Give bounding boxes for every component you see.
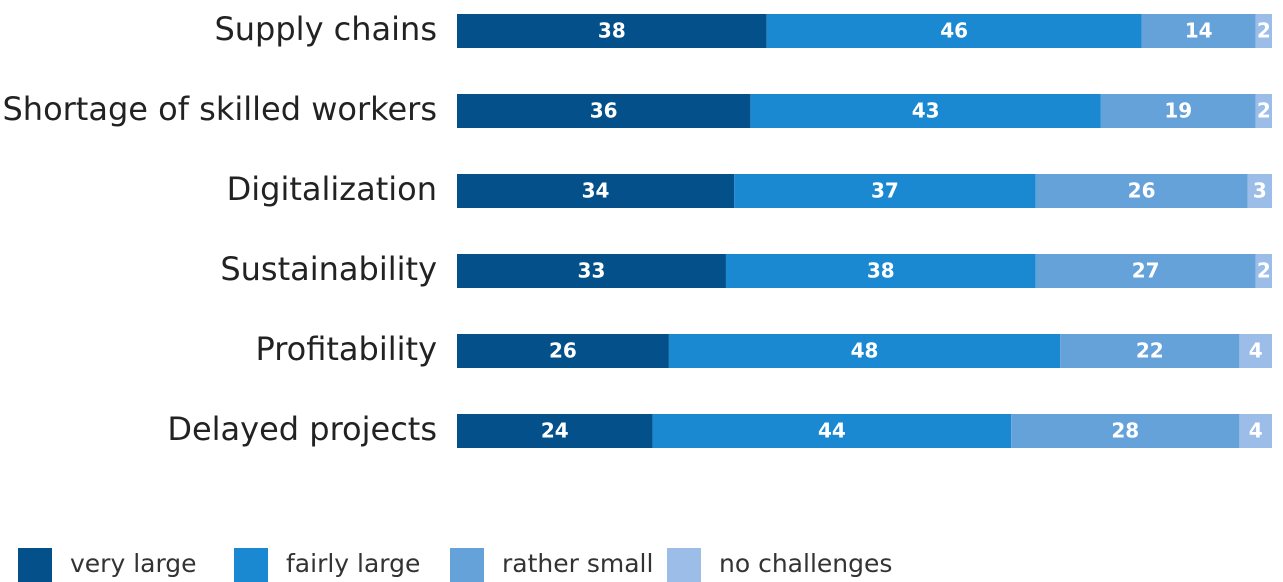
- bar-segment: [1255, 14, 1272, 48]
- category-label: Delayed projects: [167, 410, 437, 448]
- bar-segment: [457, 14, 767, 48]
- data-label: 27: [1132, 259, 1160, 283]
- bar-segment: [457, 94, 751, 128]
- data-label: 3: [1253, 179, 1267, 203]
- bar-segment: [1141, 14, 1256, 48]
- legend-swatch: [450, 548, 484, 582]
- bar-segment: [457, 414, 653, 448]
- bar-segment: [1247, 174, 1272, 208]
- data-label: 19: [1164, 99, 1192, 123]
- bar-segment: [457, 334, 669, 368]
- data-label: 38: [598, 19, 626, 43]
- category-label: Profitability: [255, 330, 437, 368]
- legend-label: fairly large: [286, 549, 420, 578]
- bar-segment: [750, 94, 1101, 128]
- legend-swatch: [234, 548, 268, 582]
- category-label: Shortage of skilled workers: [2, 90, 437, 128]
- legend-label: no challenges: [719, 549, 892, 578]
- bar-segment: [1011, 414, 1240, 448]
- category-label: Digitalization: [227, 170, 437, 208]
- bar-segment: [1060, 334, 1240, 368]
- data-label: 38: [867, 259, 895, 283]
- data-label: 44: [818, 419, 846, 443]
- bar-segment: [457, 254, 726, 288]
- data-label: 26: [1128, 179, 1156, 203]
- category-label: Supply chains: [214, 10, 437, 48]
- data-label: 14: [1185, 19, 1213, 43]
- data-label: 36: [590, 99, 618, 123]
- bar-segment: [1255, 254, 1272, 288]
- data-label: 43: [912, 99, 940, 123]
- data-label: 2: [1257, 19, 1271, 43]
- data-label: 24: [541, 419, 569, 443]
- legend-swatch: [18, 548, 52, 582]
- legend-label: very large: [70, 549, 197, 578]
- bar-segment: [1035, 254, 1256, 288]
- data-label: 46: [940, 19, 968, 43]
- bar-segment: [734, 174, 1036, 208]
- bar-segment: [1239, 414, 1272, 448]
- category-label: Sustainability: [220, 250, 437, 288]
- data-label: 48: [851, 339, 879, 363]
- bar-segment: [457, 174, 735, 208]
- data-label: 34: [582, 179, 610, 203]
- data-label: 2: [1257, 259, 1271, 283]
- bar-segment: [652, 414, 1012, 448]
- legend-label: rather small: [502, 549, 653, 578]
- data-label: 37: [871, 179, 899, 203]
- bar-segment: [766, 14, 1142, 48]
- data-label: 4: [1249, 419, 1263, 443]
- bar-segment: [1255, 94, 1272, 128]
- bar-segment: [668, 334, 1061, 368]
- bar-segment: [1035, 174, 1248, 208]
- bar-segment: [1100, 94, 1256, 128]
- legend-swatch: [667, 548, 701, 582]
- data-label: 22: [1136, 339, 1164, 363]
- data-label: 28: [1111, 419, 1139, 443]
- data-label: 33: [578, 259, 606, 283]
- bar-segment: [725, 254, 1036, 288]
- bar-segment: [1239, 334, 1272, 368]
- data-label: 26: [549, 339, 577, 363]
- data-label: 4: [1249, 339, 1263, 363]
- data-label: 2: [1257, 99, 1271, 123]
